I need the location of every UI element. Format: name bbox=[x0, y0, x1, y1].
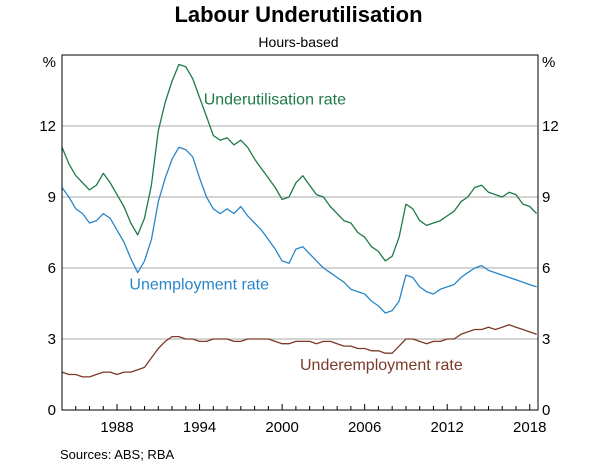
axis-labels: 0 0 3 3 6 6 9 9 12 12% % 1988 1994 2000 2006 2012 2018 bbox=[39, 54, 558, 436]
y-tick-label-left: 9 bbox=[48, 189, 56, 206]
x-tick-label: 1988 bbox=[100, 419, 133, 436]
x-tick-label: 1994 bbox=[183, 419, 216, 436]
y-tick-label-left: 12 bbox=[39, 118, 56, 135]
series-line-1 bbox=[61, 63, 538, 262]
series-label: Underutilisation rate bbox=[204, 92, 346, 109]
y-tick-label-left: 3 bbox=[48, 331, 56, 348]
series-label: Unemployment rate bbox=[129, 276, 269, 293]
x-tick-label: 2000 bbox=[265, 419, 298, 436]
y-unit-left: % bbox=[43, 54, 56, 71]
source-note: Sources: ABS; RBA bbox=[60, 447, 175, 462]
y-tick-label-left: 6 bbox=[48, 260, 56, 277]
x-tick-label: 2012 bbox=[431, 419, 464, 436]
y-tick-label-right: 12 bbox=[542, 118, 559, 135]
y-unit-right: % bbox=[542, 54, 555, 71]
y-tick-label-right: 0 bbox=[542, 402, 550, 419]
series-labels: Underutilisation rate Unemployment rate Un… bbox=[129, 92, 462, 374]
x-tick-label: 2006 bbox=[348, 419, 381, 436]
series-line-2 bbox=[61, 146, 537, 314]
gridlines bbox=[62, 125, 538, 340]
y-tick-label-right: 3 bbox=[542, 331, 550, 348]
plot-frame bbox=[61, 54, 539, 411]
y-tick-label-right: 6 bbox=[542, 260, 550, 277]
x-tick-label: 2018 bbox=[513, 419, 546, 436]
chart-subtitle: Hours-based bbox=[258, 34, 339, 50]
axis-ticks bbox=[61, 404, 531, 410]
series-lines bbox=[61, 63, 538, 378]
series-label: Underemployment rate bbox=[300, 357, 463, 374]
y-tick-label-right: 9 bbox=[542, 189, 550, 206]
y-tick-label-left: 0 bbox=[48, 402, 56, 419]
series-line-3 bbox=[61, 324, 537, 378]
chart-title: Labour Underutilisation bbox=[174, 2, 423, 27]
